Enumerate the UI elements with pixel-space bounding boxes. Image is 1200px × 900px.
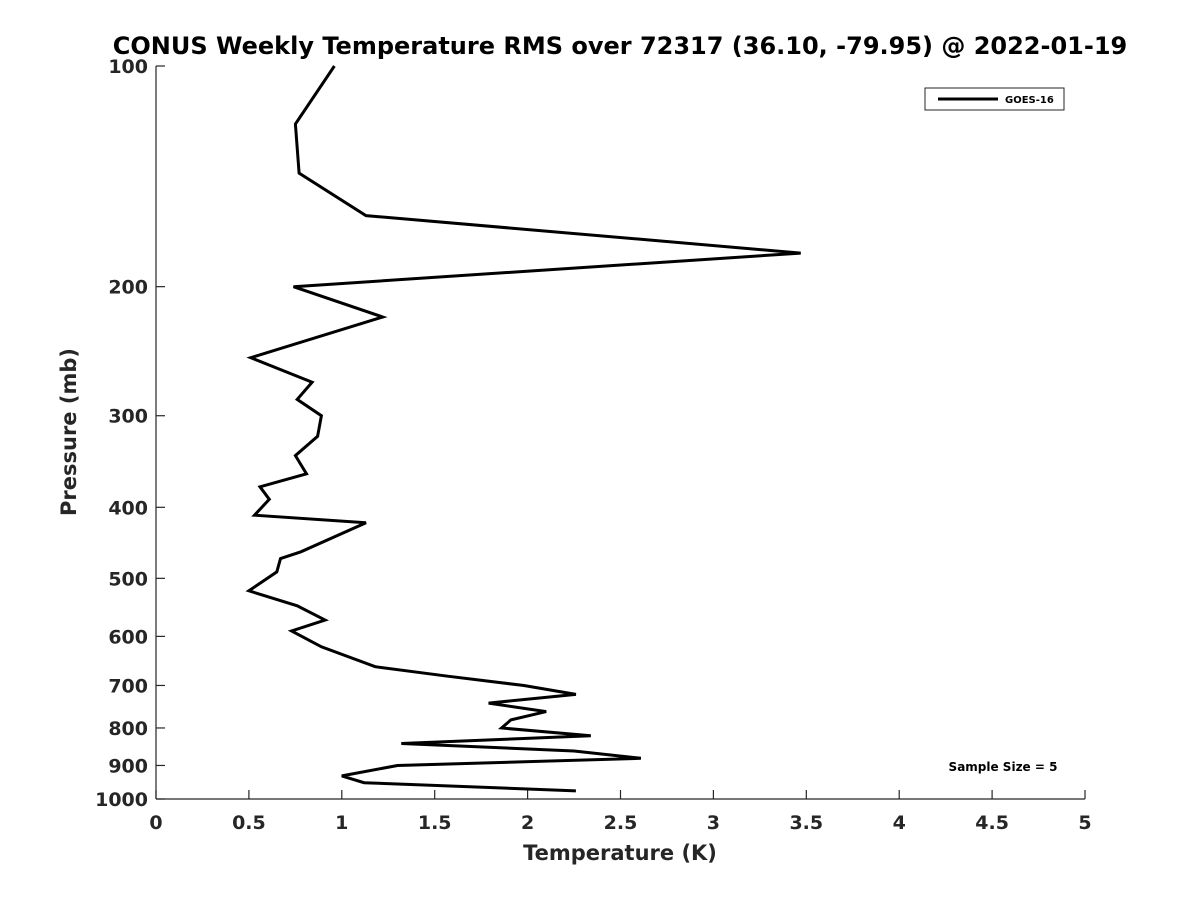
x-axis-label: Temperature (K) xyxy=(523,841,717,865)
chart-title: CONUS Weekly Temperature RMS over 72317 … xyxy=(113,32,1127,60)
x-tick-label: 0.5 xyxy=(232,812,266,834)
x-tick-label: 2.5 xyxy=(604,812,638,834)
y-tick-label: 400 xyxy=(108,497,148,519)
y-tick-label: 600 xyxy=(108,626,148,648)
x-tick-label: 2 xyxy=(521,812,534,834)
legend: GOES-16 xyxy=(924,87,1065,111)
x-ticks: 0 0.5 1 1.5 2 2.5 3 3.5 4 4.5 5 xyxy=(149,790,1092,834)
axes xyxy=(155,66,1085,800)
y-ticks: 100 200 300 400 500 600 700 800 900 1000 xyxy=(95,56,165,811)
x-tick-label: 1 xyxy=(335,812,348,834)
x-tick-label: 4.5 xyxy=(975,812,1009,834)
legend-label: GOES-16 xyxy=(1005,95,1054,106)
series-layer xyxy=(245,65,801,793)
y-tick-label: 1000 xyxy=(95,789,148,811)
y-axis-label: Pressure (mb) xyxy=(57,348,81,516)
y-tick-label: 200 xyxy=(108,277,148,299)
y-tick-label: 300 xyxy=(108,406,148,428)
sample-size-annotation: Sample Size = 5 xyxy=(949,760,1058,774)
y-tick-label: 900 xyxy=(108,755,148,777)
x-tick-label: 3 xyxy=(707,812,720,834)
y-tick-label: 500 xyxy=(108,568,148,590)
x-tick-label: 0 xyxy=(149,812,162,834)
x-tick-label: 1.5 xyxy=(418,812,452,834)
x-tick-label: 4 xyxy=(893,812,906,834)
y-tick-label: 100 xyxy=(108,56,148,78)
x-tick-label: 3.5 xyxy=(789,812,823,834)
x-tick-label: 5 xyxy=(1078,812,1091,834)
y-tick-label: 800 xyxy=(108,718,148,740)
series-line-goes-16 xyxy=(245,65,801,793)
y-tick-label: 700 xyxy=(108,675,148,697)
